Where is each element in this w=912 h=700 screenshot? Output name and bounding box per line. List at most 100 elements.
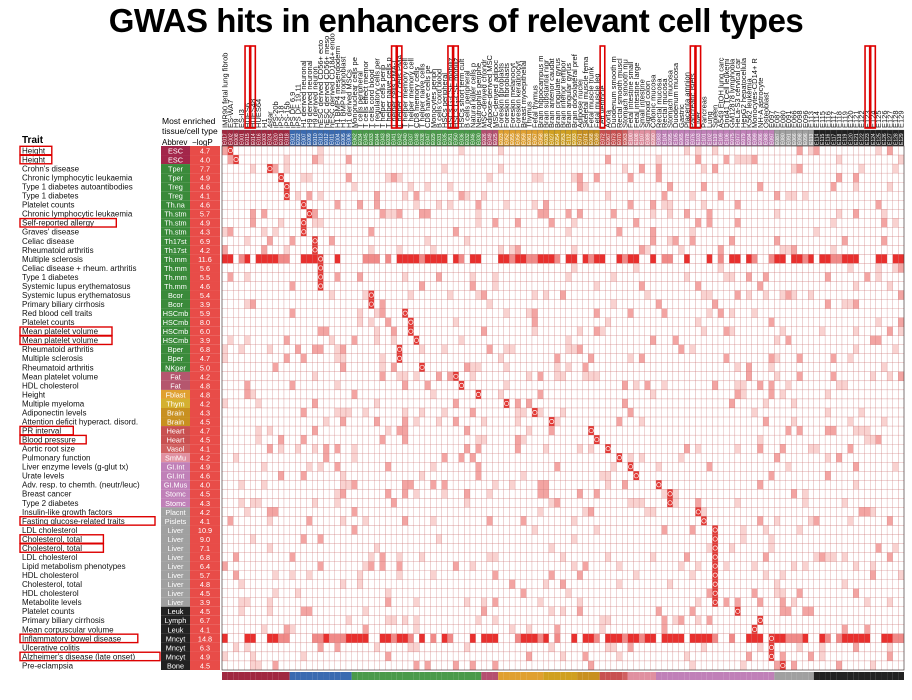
heatmap-cell — [576, 218, 583, 228]
heatmap-cell — [661, 227, 668, 237]
heatmap-cell — [881, 353, 888, 363]
heatmap-cell — [385, 245, 392, 255]
heatmap-cell — [785, 308, 792, 318]
heatmap-cell — [723, 407, 730, 418]
heatmap-cell — [819, 389, 826, 400]
column-label: T helper naive cells p — [384, 57, 393, 128]
heatmap-cell — [255, 480, 262, 490]
heatmap-cell — [864, 416, 871, 427]
heatmap-cell — [751, 163, 758, 174]
heatmap-cell — [802, 236, 809, 246]
heatmap-cell — [351, 236, 358, 246]
heatmap-cell — [503, 444, 510, 454]
heatmap-cell — [695, 209, 702, 219]
column-code-label: E114 — [814, 133, 820, 145]
heatmap-cell — [509, 480, 516, 490]
heatmap-cell — [853, 407, 860, 418]
heatmap-cell — [824, 335, 831, 345]
heatmap-cell — [858, 290, 865, 300]
heatmap-cell — [362, 317, 369, 327]
heatmap-cell — [498, 154, 504, 165]
heatmap-cell — [757, 263, 764, 273]
heatmap-cell — [605, 154, 612, 165]
heatmap-cell — [345, 227, 352, 237]
heatmap-cell — [582, 398, 589, 409]
heatmap-cell — [881, 272, 888, 282]
heatmap-cell — [785, 444, 792, 454]
heatmap-cell — [684, 371, 690, 382]
heatmap-cell — [847, 154, 854, 165]
heatmap-cell — [317, 200, 324, 210]
heatmap-cell — [667, 335, 674, 345]
heatmap-cell — [362, 254, 369, 264]
heatmap-cell — [334, 389, 341, 400]
heatmap-cell — [723, 281, 730, 291]
heatmap-cell — [526, 380, 533, 391]
heatmap-cell — [514, 209, 521, 219]
heatmap-cell — [560, 317, 566, 327]
heatmap-cell — [554, 371, 561, 382]
heatmap-cell — [898, 172, 905, 183]
heatmap-cell — [830, 290, 837, 300]
heatmap-cell — [475, 407, 482, 418]
heatmap-cell — [413, 290, 420, 300]
heatmap-cell — [289, 272, 296, 282]
heatmap-cell — [599, 191, 606, 201]
heatmap-cell — [272, 281, 279, 291]
heatmap-cell — [436, 163, 442, 174]
heatmap-cell — [266, 389, 273, 400]
heatmap-cell — [385, 416, 392, 427]
heatmap-cell — [599, 480, 606, 490]
heatmap-cell — [650, 236, 657, 246]
heatmap-cell — [774, 362, 781, 372]
heatmap-cell — [396, 335, 403, 345]
heatmap-cell — [413, 308, 420, 318]
heatmap-cell — [655, 145, 662, 156]
heatmap-cell — [413, 380, 420, 391]
heatmap-cell — [250, 480, 256, 490]
heatmap-cell — [272, 398, 279, 409]
heatmap-cell — [796, 362, 803, 372]
heatmap-cell — [875, 380, 882, 391]
heatmap-cell — [357, 416, 364, 427]
heatmap-cell — [272, 182, 279, 192]
heatmap-cell — [250, 281, 256, 291]
heatmap-cell — [424, 353, 431, 363]
heatmap-cell — [526, 209, 533, 219]
heatmap-cell — [622, 308, 628, 318]
heatmap-cell — [875, 245, 882, 255]
heatmap-cell — [734, 453, 741, 463]
heatmap-cell — [441, 353, 448, 363]
heatmap-cell — [486, 462, 493, 472]
heatmap-cell — [430, 353, 437, 363]
heatmap-cell — [836, 353, 843, 363]
heatmap-cell — [644, 254, 651, 264]
heatmap-cell — [768, 263, 775, 273]
heatmap-cell — [667, 444, 674, 454]
heatmap-cell — [374, 326, 380, 336]
heatmap-cell — [875, 227, 882, 237]
heatmap-cell — [841, 299, 848, 309]
heatmap-cell — [576, 425, 583, 436]
heatmap-cell — [362, 218, 369, 228]
column-label: Neutrophils periphe — [474, 63, 483, 128]
heatmap-cell — [436, 380, 442, 391]
heatmap-cell — [706, 380, 713, 391]
heatmap-cell — [841, 462, 848, 472]
heatmap-cell — [351, 191, 358, 201]
heatmap-cell — [295, 362, 302, 372]
heatmap-cell — [740, 154, 747, 165]
heatmap-cell — [762, 290, 769, 300]
heatmap-cell — [762, 245, 769, 255]
heatmap-cell — [723, 163, 730, 174]
heatmap-cell — [441, 227, 448, 237]
heatmap-cell — [402, 462, 409, 472]
heatmap-cell — [768, 145, 775, 156]
heatmap-cell — [526, 299, 533, 309]
heatmap-cell — [734, 308, 741, 318]
heatmap-cell — [723, 145, 730, 156]
heatmap-cell — [526, 444, 533, 454]
peak-marker — [397, 346, 403, 352]
heatmap-cell — [531, 254, 538, 264]
heatmap-cell — [689, 344, 696, 354]
